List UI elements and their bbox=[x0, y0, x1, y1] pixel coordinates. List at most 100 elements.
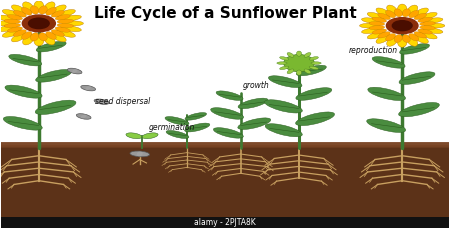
Ellipse shape bbox=[414, 32, 427, 38]
Ellipse shape bbox=[423, 28, 443, 33]
Ellipse shape bbox=[284, 55, 315, 72]
Ellipse shape bbox=[423, 18, 443, 23]
Ellipse shape bbox=[418, 29, 432, 34]
Ellipse shape bbox=[387, 5, 398, 15]
Ellipse shape bbox=[30, 6, 39, 14]
Text: reproduction: reproduction bbox=[348, 46, 397, 55]
Ellipse shape bbox=[184, 123, 210, 132]
Ellipse shape bbox=[81, 114, 86, 118]
Ellipse shape bbox=[420, 26, 435, 30]
Ellipse shape bbox=[0, 15, 17, 21]
Ellipse shape bbox=[397, 37, 407, 47]
Ellipse shape bbox=[304, 53, 311, 57]
Ellipse shape bbox=[372, 57, 405, 68]
Ellipse shape bbox=[39, 33, 47, 41]
Ellipse shape bbox=[279, 57, 289, 60]
Ellipse shape bbox=[369, 26, 385, 30]
Ellipse shape bbox=[304, 69, 311, 74]
Ellipse shape bbox=[386, 34, 396, 41]
Ellipse shape bbox=[386, 11, 396, 18]
Ellipse shape bbox=[296, 112, 334, 125]
Ellipse shape bbox=[277, 62, 287, 64]
Ellipse shape bbox=[372, 17, 387, 22]
Ellipse shape bbox=[34, 35, 44, 46]
Ellipse shape bbox=[414, 13, 427, 20]
Ellipse shape bbox=[265, 124, 302, 137]
Text: germination: germination bbox=[149, 123, 195, 132]
Ellipse shape bbox=[5, 85, 42, 98]
Ellipse shape bbox=[34, 1, 44, 12]
Ellipse shape bbox=[4, 23, 21, 28]
Ellipse shape bbox=[296, 88, 332, 100]
Ellipse shape bbox=[418, 17, 432, 22]
Ellipse shape bbox=[165, 117, 189, 125]
Ellipse shape bbox=[397, 4, 407, 14]
Ellipse shape bbox=[378, 32, 390, 38]
Ellipse shape bbox=[360, 23, 380, 28]
Ellipse shape bbox=[402, 9, 410, 17]
Ellipse shape bbox=[402, 35, 410, 42]
Ellipse shape bbox=[309, 66, 319, 70]
Ellipse shape bbox=[46, 32, 56, 39]
Ellipse shape bbox=[269, 76, 302, 87]
Ellipse shape bbox=[394, 35, 402, 42]
Ellipse shape bbox=[420, 12, 437, 20]
Text: growth: growth bbox=[243, 81, 270, 90]
Ellipse shape bbox=[46, 8, 56, 15]
Ellipse shape bbox=[22, 8, 32, 15]
Ellipse shape bbox=[361, 18, 381, 23]
Ellipse shape bbox=[36, 70, 72, 82]
Ellipse shape bbox=[0, 21, 16, 26]
Ellipse shape bbox=[4, 19, 21, 23]
Ellipse shape bbox=[3, 117, 42, 130]
Ellipse shape bbox=[22, 2, 34, 12]
Ellipse shape bbox=[61, 26, 81, 32]
Ellipse shape bbox=[62, 21, 83, 26]
Ellipse shape bbox=[166, 131, 189, 139]
Ellipse shape bbox=[409, 11, 419, 18]
Ellipse shape bbox=[22, 32, 32, 39]
Ellipse shape bbox=[51, 30, 64, 36]
Ellipse shape bbox=[57, 10, 75, 17]
Ellipse shape bbox=[72, 69, 77, 73]
Bar bbox=[1, 145, 449, 148]
Ellipse shape bbox=[57, 30, 75, 37]
Ellipse shape bbox=[424, 23, 445, 28]
Bar bbox=[1, 145, 449, 228]
Ellipse shape bbox=[51, 5, 66, 14]
Ellipse shape bbox=[211, 108, 243, 119]
Ellipse shape bbox=[265, 100, 302, 113]
Ellipse shape bbox=[238, 118, 271, 129]
Ellipse shape bbox=[409, 34, 419, 41]
Ellipse shape bbox=[11, 33, 27, 42]
Ellipse shape bbox=[51, 11, 64, 17]
Ellipse shape bbox=[94, 99, 109, 104]
Ellipse shape bbox=[400, 44, 429, 54]
Ellipse shape bbox=[2, 30, 21, 37]
Ellipse shape bbox=[57, 23, 73, 28]
Ellipse shape bbox=[39, 6, 47, 14]
Ellipse shape bbox=[287, 69, 294, 74]
Ellipse shape bbox=[44, 34, 55, 45]
Ellipse shape bbox=[11, 5, 27, 14]
Ellipse shape bbox=[55, 15, 70, 20]
Ellipse shape bbox=[2, 10, 21, 17]
Bar bbox=[1, 142, 449, 145]
Ellipse shape bbox=[185, 113, 207, 120]
Ellipse shape bbox=[51, 33, 66, 42]
Text: seed dispersal: seed dispersal bbox=[95, 97, 150, 106]
Ellipse shape bbox=[376, 35, 390, 43]
Ellipse shape bbox=[0, 26, 17, 32]
Ellipse shape bbox=[387, 36, 398, 46]
Ellipse shape bbox=[44, 2, 55, 12]
Ellipse shape bbox=[76, 114, 91, 119]
Ellipse shape bbox=[372, 29, 387, 34]
Ellipse shape bbox=[367, 12, 385, 20]
Ellipse shape bbox=[30, 33, 39, 41]
Ellipse shape bbox=[130, 151, 149, 157]
Text: Life Cycle of a Sunflower Plant: Life Cycle of a Sunflower Plant bbox=[94, 6, 356, 21]
Circle shape bbox=[387, 18, 418, 34]
Ellipse shape bbox=[297, 70, 302, 75]
Ellipse shape bbox=[420, 32, 437, 39]
Ellipse shape bbox=[378, 13, 390, 20]
